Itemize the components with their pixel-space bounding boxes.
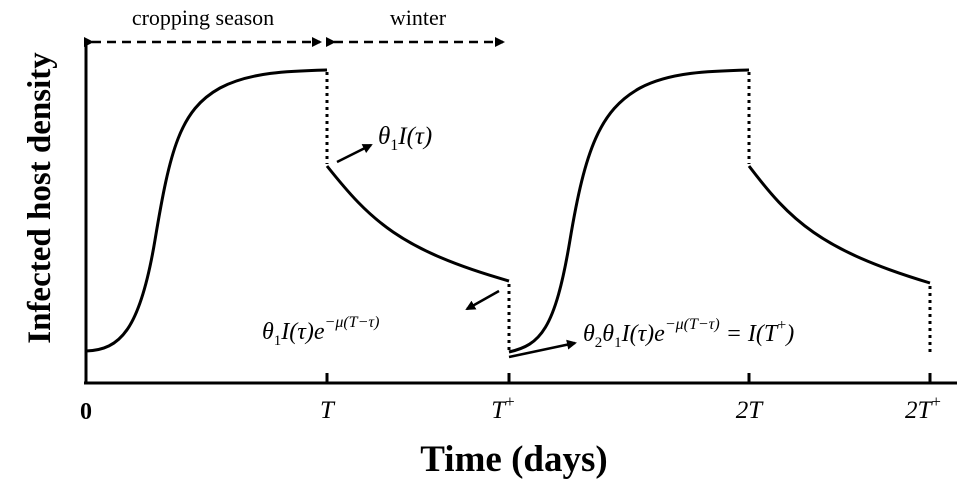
decay-annotation-arrow (465, 289, 500, 311)
tick-label-2T-plus: 2T+ (905, 392, 941, 424)
x-axis-label: Time (days) (420, 439, 607, 480)
cropping-season-growth-curve-1 (85, 68, 328, 353)
decay-annotation: θ1I(τ)e−μ(T−τ) (262, 314, 379, 349)
drop-annotation-arrow (336, 143, 373, 164)
y-axis-label: Infected host density (22, 52, 58, 344)
tick-label-0: 0 (80, 399, 92, 425)
tick-label-2T: 2T (736, 397, 765, 424)
cropping-season-label: cropping season (132, 5, 274, 30)
cropping-season-growth-curve-2 (508, 68, 750, 354)
tick-label-T: T (320, 397, 336, 424)
tick-label-T-plus: T+ (491, 392, 515, 424)
drop-annotation: θ1I(τ) (378, 123, 432, 154)
reset-annotation: θ2θ1I(τ)e−μ(T−τ) = I(T+) (583, 316, 794, 351)
reset-annotation-arrow (508, 339, 577, 359)
winter-label: winter (390, 5, 447, 30)
winter-decay-curve-1 (325, 165, 510, 283)
winter-decay-curve-2 (747, 165, 931, 285)
